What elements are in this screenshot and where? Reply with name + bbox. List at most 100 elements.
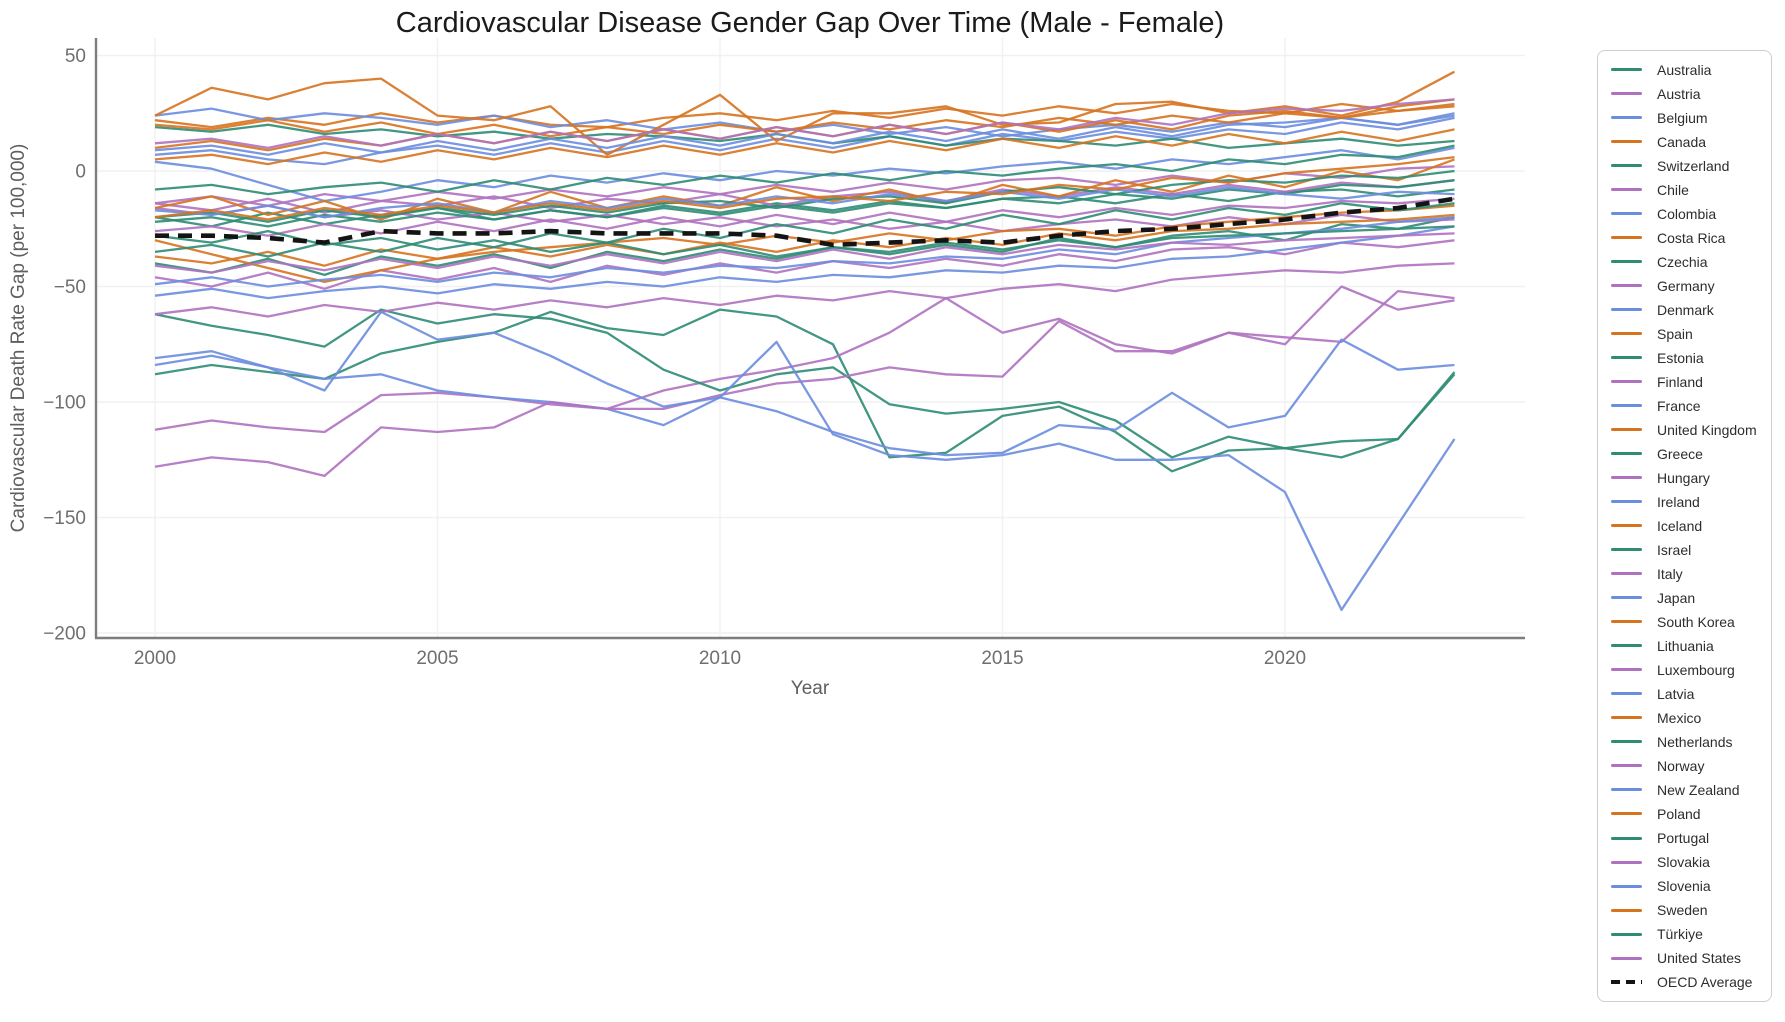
legend-item-germany: Germany [1598,278,1771,293]
legend-label: Hungary [1657,469,1710,486]
series-line-greece [154,144,1455,196]
legend-item-norway: Norway [1598,758,1771,773]
legend-label: Italy [1657,565,1683,582]
legend-item-new-zealand: New Zealand [1598,782,1771,797]
legend-item-czechia: Czechia [1598,254,1771,269]
series-line-portugal [154,225,1455,258]
legend-label: United States [1657,950,1742,967]
legend-item-slovakia: Slovakia [1598,855,1771,870]
legend-item-latvia: Latvia [1598,686,1771,701]
legend-label: Israel [1657,541,1692,558]
series-line-germany [154,204,1455,233]
axes [94,38,1525,640]
series-line-austria [154,179,1455,214]
series-lines [154,70,1456,612]
line-swatch-icon [1611,812,1642,816]
line-swatch-icon [1611,716,1642,720]
series-line-spain [154,128,1455,166]
legend-item-costa-rica: Costa Rica [1598,230,1771,245]
series-line-south-korea [154,105,1455,138]
legend-item-united-states: United States [1598,951,1771,966]
x-axis-title: Year [791,678,830,699]
series-line-hungary [154,289,1455,434]
line-swatch-icon [1611,68,1642,71]
x-tick-label-2015: 2015 [981,648,1023,669]
legend-item-t-rkiye: Türkiye [1598,927,1771,942]
legend-item-portugal: Portugal [1598,831,1771,846]
legend-label: Türkiye [1657,926,1703,943]
legend-label: Lithuania [1657,637,1714,654]
legend-label: Iceland [1657,517,1703,534]
legend-item-united-kingdom: United Kingdom [1598,422,1771,437]
legend-label: Colombia [1657,205,1717,222]
line-swatch-icon [1611,860,1642,864]
line-swatch-icon [1611,236,1642,240]
legend-item-switzerland: Switzerland [1598,158,1771,173]
legend-item-colombia: Colombia [1598,206,1771,221]
legend-label: Japan [1657,589,1696,606]
legend-label: Slovenia [1657,878,1711,895]
legend-item-israel: Israel [1598,542,1771,557]
legend-label: Latvia [1657,685,1695,702]
line-swatch-icon [1611,836,1642,840]
x-tick-label-2020: 2020 [1264,648,1306,669]
legend-item-greece: Greece [1598,446,1771,461]
x-tick-label-2005: 2005 [416,648,458,669]
chart-svg: 50 0 −50 −100 −150 −200 2000 2005 2010 2015 2020 C… [8,7,1525,699]
legend-item-poland: Poland [1598,806,1771,821]
line-swatch-icon [1611,308,1642,312]
legend-item-japan: Japan [1598,590,1771,605]
line-swatch-icon [1611,644,1642,648]
y-tick-label--100: −100 [43,393,86,414]
legend-item-slovenia: Slovenia [1598,879,1771,894]
legend-label: Finland [1657,373,1703,390]
chart-title: Cardiovascular Disease Gender Gap Over T… [396,7,1224,39]
legend-item-australia: Australia [1598,62,1771,77]
line-swatch-icon [1611,476,1642,480]
legend-label: Switzerland [1657,157,1730,174]
legend-label: France [1657,397,1701,414]
series-line-france [154,225,1455,300]
series-line-denmark [154,146,1455,203]
legend-item-canada: Canada [1598,134,1771,149]
line-swatch-icon [1611,932,1642,936]
legend-item-spain: Spain [1598,326,1771,341]
legend-item-iceland: Iceland [1598,518,1771,533]
line-swatch-icon [1611,908,1642,912]
series-line-ireland [154,216,1455,288]
legend-label: Austria [1657,85,1701,102]
series-line-luxembourg [154,262,1455,318]
legend-label: Germany [1657,277,1715,294]
line-swatch-icon [1611,692,1642,696]
x-tick-label-2000: 2000 [134,648,176,669]
y-tick-label--200: −200 [43,624,86,645]
tick-labels: 50 0 −50 −100 −150 −200 2000 2005 2010 2015 2020 [43,46,1306,669]
legend-label: Netherlands [1657,733,1733,750]
legend-label: Czechia [1657,253,1708,270]
legend-label: Mexico [1657,709,1702,726]
line-swatch-icon [1611,788,1642,792]
legend-label: Estonia [1657,349,1704,366]
line-swatch-icon [1611,212,1642,216]
dashed-line-swatch-icon [1611,979,1642,985]
series-line-new-zealand [154,186,1455,219]
line-swatch-icon [1611,572,1642,576]
legend-label: Greece [1657,445,1703,462]
legend-item-netherlands: Netherlands [1598,734,1771,749]
legend-item-estonia: Estonia [1598,350,1771,365]
line-swatch-icon [1611,524,1642,528]
legend-item-luxembourg: Luxembourg [1598,662,1771,677]
legend-label: Canada [1657,133,1707,150]
legend-label: Costa Rica [1657,229,1726,246]
line-swatch-icon [1611,284,1642,288]
legend-item-austria: Austria [1598,86,1771,101]
legend-label: OECD Average [1657,974,1753,991]
legend-item-sweden: Sweden [1598,903,1771,918]
line-swatch-icon [1611,356,1642,360]
line-swatch-icon [1611,452,1642,456]
legend-label: South Korea [1657,613,1735,630]
line-swatch-icon [1611,740,1642,744]
y-tick-label-0: 0 [75,162,86,183]
line-swatch-icon [1611,428,1642,432]
legend-item-denmark: Denmark [1598,302,1771,317]
